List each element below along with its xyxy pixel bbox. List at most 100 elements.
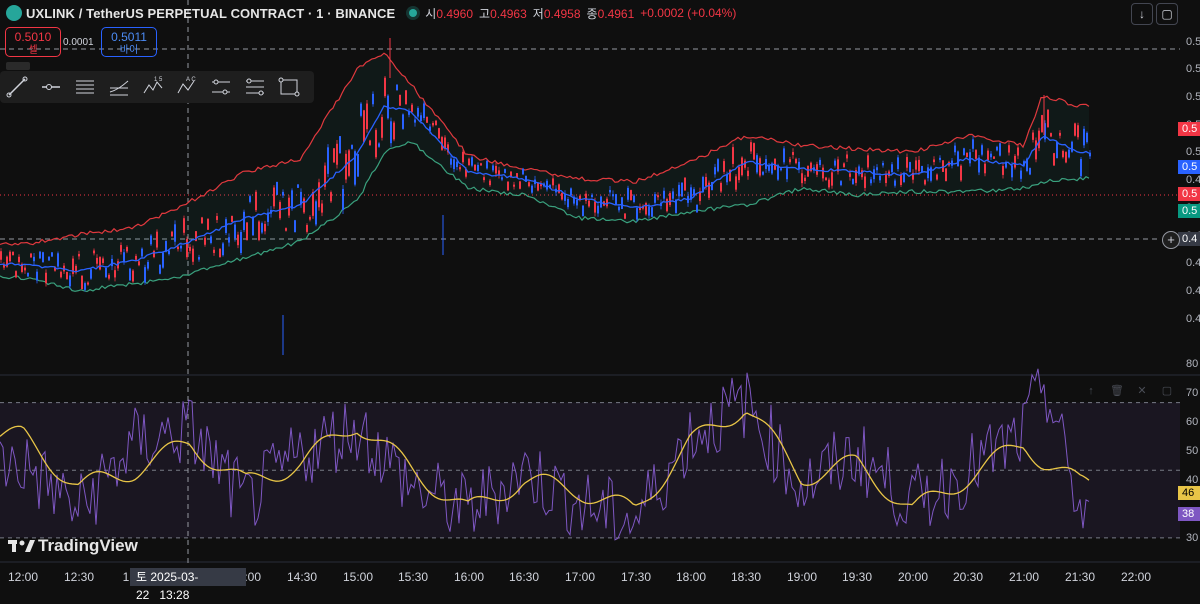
abcd-pattern-icon[interactable]: A C xyxy=(170,71,204,103)
bollinger-upper-line xyxy=(0,52,1090,246)
candle-body xyxy=(918,159,920,172)
abcd-label: A C xyxy=(186,77,196,83)
candle-body xyxy=(498,170,500,175)
candle-body xyxy=(411,104,413,112)
candle-body xyxy=(597,205,599,214)
symbol-title[interactable]: UXLINK / TetherUS PERPETUAL CONTRACT · 1… xyxy=(26,5,396,21)
candle-body xyxy=(177,246,179,250)
regression-channel-icon[interactable] xyxy=(102,71,136,103)
candle-body xyxy=(540,184,542,187)
candle-body xyxy=(9,251,11,262)
candle-body xyxy=(408,110,410,115)
candle-body xyxy=(1071,141,1073,152)
candle-body xyxy=(717,159,719,172)
candle-body xyxy=(954,145,956,153)
candle-body xyxy=(723,161,725,172)
candle-body xyxy=(984,163,986,174)
candle-body xyxy=(1035,140,1037,160)
candle-body xyxy=(795,158,797,164)
candle-body xyxy=(60,271,62,278)
tradingview-logo[interactable]: TradingView xyxy=(8,536,138,556)
candle-body xyxy=(234,224,236,239)
candle-body xyxy=(1026,158,1028,172)
add-alert-icon[interactable]: + xyxy=(1162,231,1180,249)
candle-body xyxy=(198,257,200,260)
trend-line-icon[interactable] xyxy=(0,71,34,103)
candle-body xyxy=(708,182,710,198)
fib-retracement-icon[interactable] xyxy=(204,71,238,103)
candle-body xyxy=(861,170,863,178)
candle-body xyxy=(732,147,734,164)
candle-body xyxy=(759,158,761,176)
candle-body xyxy=(57,253,59,267)
collapse-tab[interactable] xyxy=(6,62,30,70)
candle-body xyxy=(450,158,452,165)
time-axis-tick: 19:00 xyxy=(786,570,818,584)
candle-body xyxy=(741,157,743,176)
candle-body xyxy=(282,191,284,196)
candle-body xyxy=(30,253,32,258)
download-icon[interactable]: ↓ xyxy=(1131,3,1153,25)
candle-body xyxy=(558,184,560,193)
candle-body xyxy=(606,198,608,207)
candle-body xyxy=(531,185,533,193)
candle-body xyxy=(303,198,305,213)
candle-body xyxy=(780,168,782,171)
candle-body xyxy=(1089,152,1091,157)
bollinger-fill xyxy=(0,53,1089,292)
sell-button[interactable]: 0.5010 셀 xyxy=(5,27,61,57)
candle-body xyxy=(81,275,83,290)
candle-body xyxy=(402,114,404,129)
rsi-line xyxy=(0,368,1090,541)
elliott-wave-icon[interactable]: 1 5 xyxy=(136,71,170,103)
candle-body xyxy=(672,191,674,199)
candle-body xyxy=(990,153,992,158)
time-axis-tick: 17:00 xyxy=(564,570,596,584)
horizontal-ray-icon[interactable] xyxy=(34,71,68,103)
collapse-pane-icon[interactable]: ✕ xyxy=(1137,385,1147,397)
candle-body xyxy=(591,194,593,198)
candle-body xyxy=(903,172,905,183)
time-axis-tick: 12:00 xyxy=(7,570,39,584)
candle-body xyxy=(906,157,908,168)
buy-button[interactable]: 0.5011 바이 xyxy=(101,27,157,57)
candle-body xyxy=(504,169,506,173)
maximize-icon[interactable]: ▢ xyxy=(1156,3,1178,25)
candle-body xyxy=(834,160,836,166)
maximize-pane-icon[interactable]: ▢ xyxy=(1161,385,1173,397)
candle-body xyxy=(201,217,203,224)
candle-body xyxy=(429,126,431,131)
candle-body xyxy=(987,150,989,161)
time-axis-tick: 14:30 xyxy=(286,570,318,584)
candle-body xyxy=(1041,115,1043,133)
parallel-channel-icon[interactable] xyxy=(68,71,102,103)
candle-body xyxy=(876,167,878,171)
candle-body xyxy=(261,223,263,233)
delete-pane-icon[interactable]: 🗑 xyxy=(1110,385,1124,397)
candle-body xyxy=(51,252,53,257)
candle-body xyxy=(174,224,176,242)
candle-body xyxy=(1032,132,1034,140)
fib-extension-icon[interactable] xyxy=(238,71,272,103)
time-axis-tick: 15:00 xyxy=(342,570,374,584)
candle-body xyxy=(624,213,626,219)
candle-body xyxy=(3,264,5,268)
candle-body xyxy=(999,143,1001,156)
candle-body xyxy=(144,267,146,283)
candle-body xyxy=(375,130,377,158)
candle-body xyxy=(15,271,17,278)
time-axis-tick: 18:30 xyxy=(730,570,762,584)
candle-body xyxy=(816,164,818,175)
rectangle-icon[interactable] xyxy=(272,71,306,103)
move-pane-up-icon[interactable]: ↑ xyxy=(1088,385,1094,397)
chart-canvas[interactable] xyxy=(0,0,1200,591)
candle-body xyxy=(339,136,341,154)
bollinger-lower-line xyxy=(0,141,1090,293)
candle-body xyxy=(378,143,380,147)
candle-body xyxy=(126,247,128,252)
candle-body xyxy=(744,160,746,168)
candle-body xyxy=(693,189,695,196)
symbol-logo-icon[interactable] xyxy=(6,5,22,21)
candle-body xyxy=(939,157,941,160)
candle-body xyxy=(726,174,728,183)
